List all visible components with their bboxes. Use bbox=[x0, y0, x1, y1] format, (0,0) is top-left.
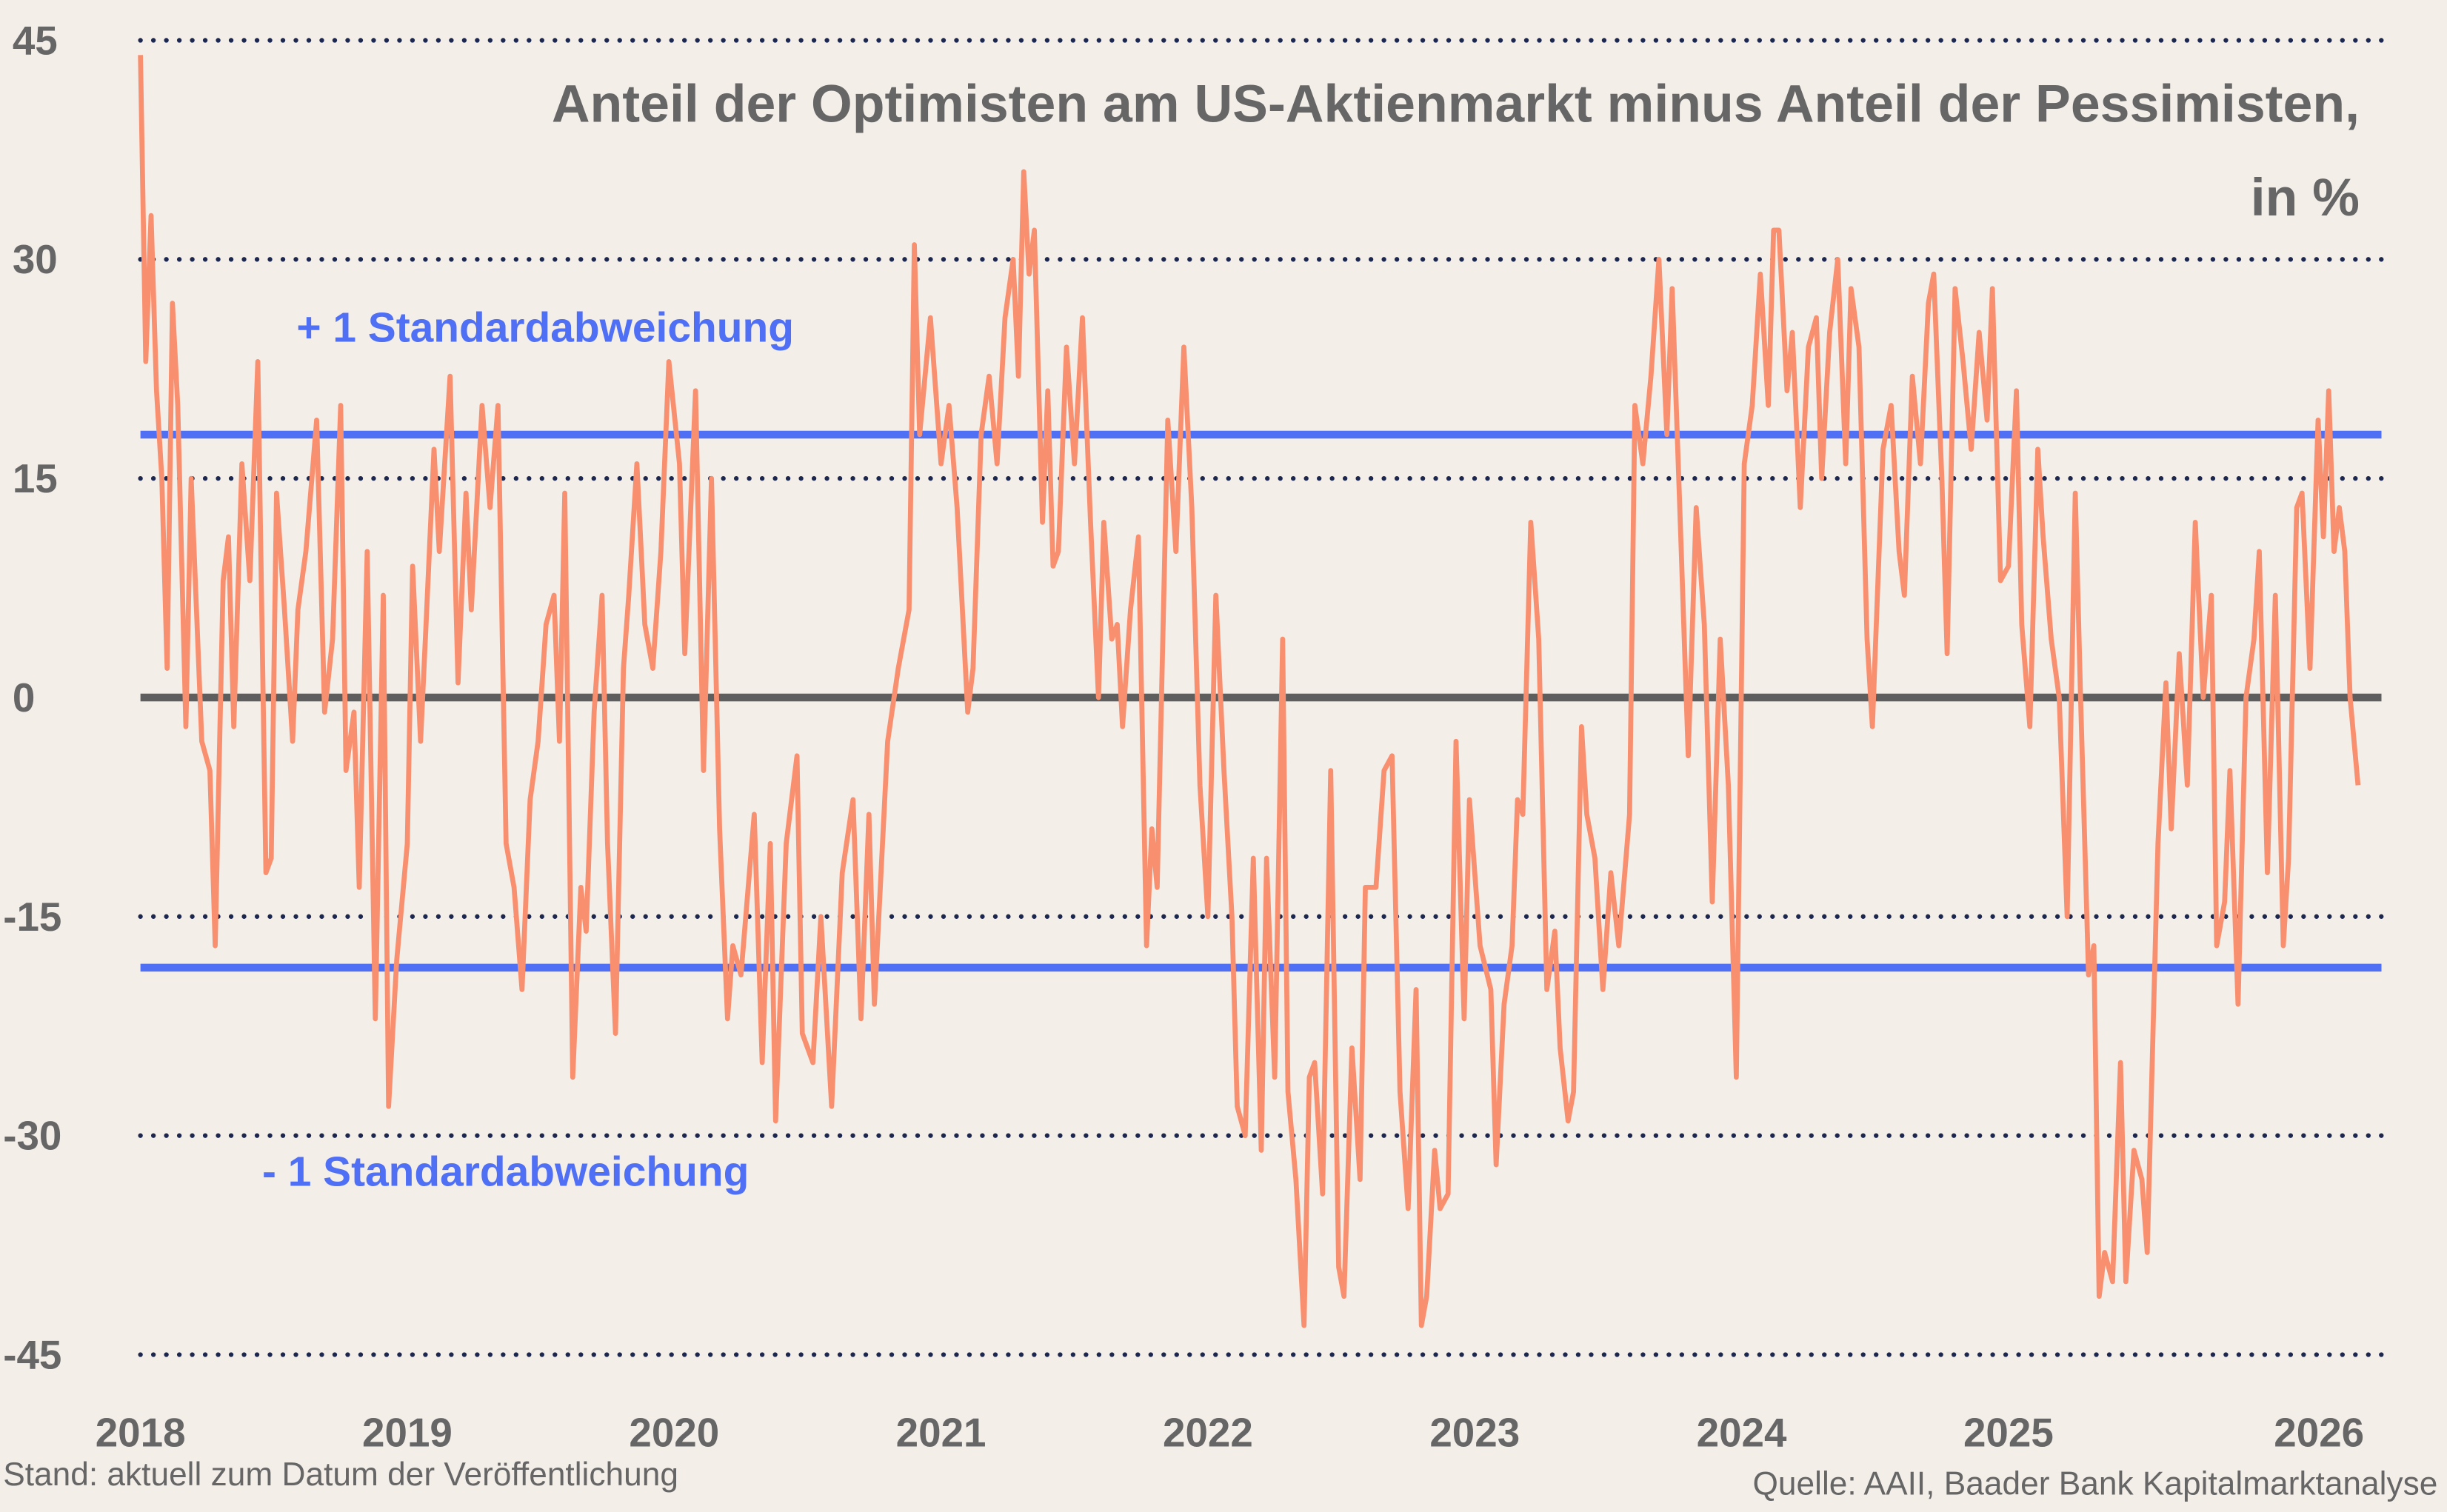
footnote-date: Stand: aktuell zum Datum der Veröffentli… bbox=[3, 1456, 678, 1493]
x-tick-label: 2019 bbox=[362, 1409, 453, 1455]
chart-title-unit: in % bbox=[2251, 168, 2360, 227]
lower-std-label: - 1 Standardabweichung bbox=[262, 1148, 749, 1196]
x-tick-label: 2020 bbox=[629, 1409, 719, 1455]
x-tick-label: 2026 bbox=[2274, 1409, 2364, 1455]
x-tick-label: 2023 bbox=[1429, 1409, 1520, 1455]
upper-std-label: + 1 Standardabweichung bbox=[296, 304, 794, 352]
y-tick-label: -45 bbox=[3, 1331, 61, 1377]
chart-title: Anteil der Optimisten am US-Aktienmarkt … bbox=[552, 74, 2360, 133]
reference-lines bbox=[140, 430, 2382, 972]
x-tick-label: 2022 bbox=[1163, 1409, 1253, 1455]
series-line bbox=[138, 55, 2361, 1328]
x-tick-label: 2021 bbox=[896, 1409, 987, 1455]
y-tick-label: 0 bbox=[13, 675, 35, 720]
x-tick-label: 2018 bbox=[96, 1409, 186, 1455]
y-tick-label: 45 bbox=[13, 17, 58, 63]
x-tick-label: 2024 bbox=[1697, 1409, 1787, 1455]
y-tick-label: -30 bbox=[3, 1113, 61, 1159]
x-tick-labels: 2018 2019 2020 2021 2022 2023 2024 2025 2026 bbox=[96, 1409, 2364, 1455]
footnote-source: Quelle: AAII, Baader Bank Kapitalmarktan… bbox=[1753, 1466, 2438, 1502]
y-tick-label: -15 bbox=[3, 894, 61, 940]
y-tick-label: 30 bbox=[13, 236, 58, 282]
y-tick-labels: 45 30 15 0 -15 -30 -45 bbox=[3, 17, 61, 1377]
y-tick-label: 15 bbox=[13, 455, 58, 501]
x-tick-label: 2025 bbox=[1963, 1409, 2054, 1455]
